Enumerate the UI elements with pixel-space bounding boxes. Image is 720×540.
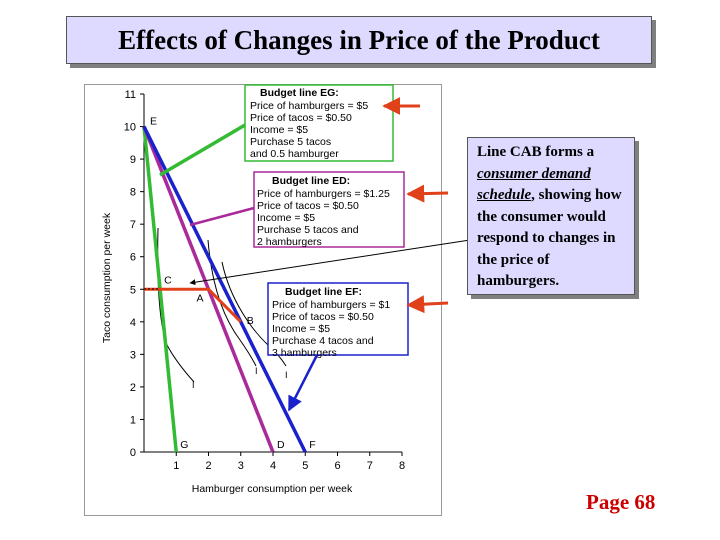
- x-tick-label: 4: [270, 460, 276, 472]
- y-tick-label: 11: [125, 89, 136, 101]
- budget-box-ed-line-3: Income = $5: [257, 212, 315, 224]
- x-axis-label: Hamburger consumption per week: [192, 483, 353, 495]
- callout-box: Line CAB forms a consumer demand schedul…: [467, 137, 635, 295]
- budget-box-ef-line-2: Price of tacos = $0.50: [272, 311, 374, 323]
- y-tick-label: 4: [130, 317, 136, 329]
- callout-text-2: , showing how the consumer would respond…: [477, 187, 622, 289]
- budget-box-eg-line-2: Price of tacos = $0.50: [250, 112, 352, 124]
- budget-box-ef-line-5: 3 hamburgers: [272, 347, 337, 359]
- budget-box-ed-line-4: Purchase 5 tacos and: [257, 224, 359, 236]
- budget-box-eg-line-4: Purchase 5 tacos: [250, 136, 331, 148]
- y-tick-label: 3: [130, 349, 136, 361]
- point-label-g: G: [180, 439, 188, 451]
- connector-ef: [287, 354, 319, 412]
- budget-box-ed-title: Budget line ED:: [272, 175, 350, 187]
- budget-box-eg-title: Budget line EG:: [260, 87, 339, 99]
- x-tick-label: 1: [173, 460, 179, 472]
- x-tick-label: 5: [302, 460, 308, 472]
- y-tick-label: 6: [130, 252, 136, 264]
- budget-box-ed: Budget line ED: Price of hamburgers = $1…: [253, 171, 405, 248]
- y-axis-label: Taco consumption per week: [101, 212, 113, 343]
- budget-box-ef-line-4: Purchase 4 tacos and: [272, 335, 374, 347]
- connector-ed: [189, 206, 255, 227]
- slide-title: Effects of Changes in Price of the Produ…: [66, 16, 652, 64]
- indifference-curve-label-1: I: [192, 380, 195, 390]
- y-tick-label: 7: [130, 219, 136, 231]
- budget-line-3: [142, 125, 307, 453]
- budget-lines: [142, 125, 307, 453]
- point-label-a: A: [197, 292, 204, 304]
- page-number: Page 68: [586, 490, 656, 514]
- x-tick-label: 7: [367, 460, 373, 472]
- x-tick-label: 3: [238, 460, 244, 472]
- callout-emphasis: consumer demand schedule: [477, 165, 591, 204]
- budget-box-ef: Budget line EF: Price of hamburgers = $1…: [267, 282, 409, 359]
- indifference-curve-label-3: I: [285, 370, 288, 380]
- indifference-curve-label-2: I: [255, 366, 258, 376]
- budget-box-eg-line-5: and 0.5 hamburger: [250, 148, 339, 160]
- y-tick-label: 1: [130, 414, 136, 426]
- budget-box-ed-frame: [253, 171, 405, 248]
- point-label-f: F: [309, 439, 315, 451]
- budget-box-eg-line-1: Price of hamburgers = $5: [250, 100, 368, 112]
- callout-pointer: [189, 239, 471, 286]
- budget-box-eg: Budget line EG: Price of hamburgers = $5…: [244, 84, 394, 162]
- budget-box-ed-line-2: Price of tacos = $0.50: [257, 200, 359, 212]
- connector-eg: [159, 123, 246, 177]
- budget-box-eg-frame: [244, 84, 394, 162]
- y-tick-label: 2: [130, 382, 136, 394]
- budget-box-ef-line-1: Price of hamburgers = $1: [272, 299, 390, 311]
- x-tick-label: 8: [399, 460, 405, 472]
- point-label-c: C: [164, 274, 172, 286]
- budget-box-ef-frame: [267, 282, 409, 356]
- budget-box-ed-line-5: 2 hamburgers: [257, 236, 322, 248]
- y-tick-label: 5: [130, 284, 136, 296]
- axis-ticks: 1 2 3 4 5 6 7 8 0 1 2 3 4 5 6 7 8 9 10 11: [124, 89, 405, 472]
- budget-box-ed-line-1: Price of hamburgers = $1.25: [257, 188, 390, 200]
- y-tick-label: 9: [130, 154, 136, 166]
- point-label-e: E: [150, 116, 157, 128]
- y-tick-label: 0: [130, 447, 136, 459]
- slide-title-text: Effects of Changes in Price of the Produ…: [118, 24, 600, 55]
- indifference-curve-2: [207, 239, 257, 367]
- consumer-demand-line: [144, 287, 242, 323]
- budget-box-ef-title: Budget line EF:: [285, 286, 362, 298]
- price-arrow-ef: [406, 295, 449, 314]
- budget-box-eg-line-3: Income = $5: [250, 124, 308, 136]
- callout-text-1: Line CAB forms a: [477, 144, 595, 160]
- x-tick-label: 6: [334, 460, 340, 472]
- point-label-d: D: [277, 439, 285, 451]
- point-labels: E C A B G D F: [150, 116, 316, 451]
- point-label-b: B: [247, 315, 254, 327]
- price-arrow-ed: [406, 184, 449, 203]
- budget-box-ef-line-3: Income = $5: [272, 323, 330, 335]
- x-tick-label: 2: [205, 460, 211, 472]
- y-tick-label: 8: [130, 187, 136, 199]
- y-tick-label: 10: [124, 122, 136, 134]
